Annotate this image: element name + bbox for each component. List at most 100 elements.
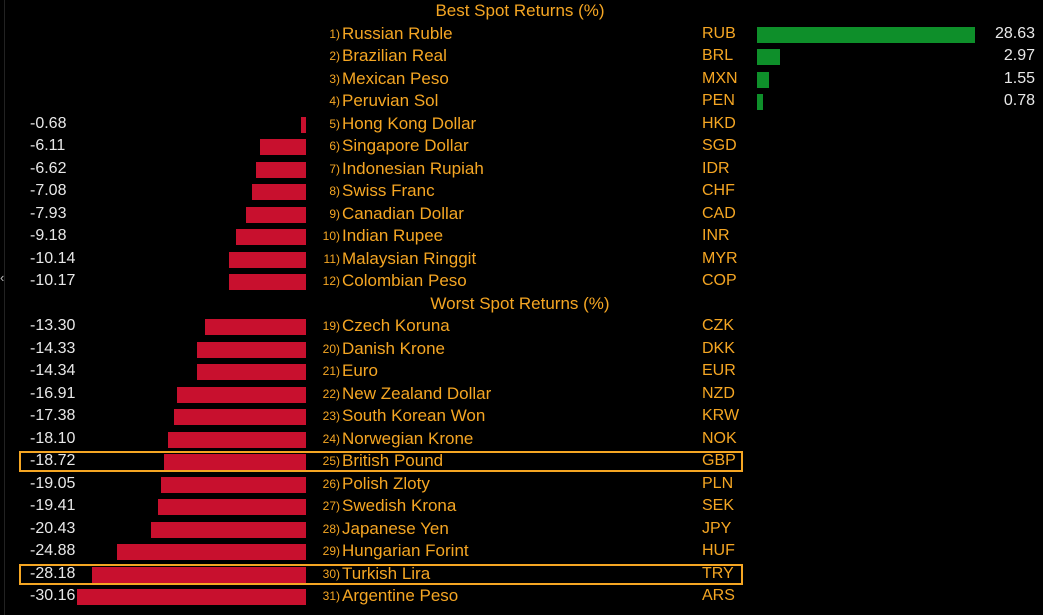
currency-row-myr[interactable]: 11) Malaysian Ringgit MYR -10.14	[0, 248, 1043, 270]
bar-chf	[252, 184, 306, 200]
currency-name: Hong Kong Dollar	[342, 113, 477, 133]
collapse-arrow-icon[interactable]: ‹	[0, 270, 5, 285]
currency-row-gbp[interactable]: 25) British Pound GBP -18.72	[0, 450, 1043, 472]
currency-name: Argentine Peso	[342, 586, 459, 605]
currency-row-brl[interactable]: 2) Brazilian Real BRL 2.97	[0, 45, 1043, 67]
currency-row-mxn[interactable]: 3) Mexican Peso MXN 1.55	[0, 68, 1043, 90]
bar-try	[91, 566, 306, 583]
data-label: -9.18	[30, 227, 67, 244]
data-label: -6.62	[30, 159, 67, 177]
currency-code: SGD	[702, 137, 737, 154]
currency-row-sek[interactable]: 27) Swedish Krona SEK -19.41	[0, 495, 1043, 517]
data-label: 2.97	[1003, 47, 1035, 64]
currency-row-rub[interactable]: 1) Russian Ruble RUB 28.63	[0, 23, 1043, 45]
currency-name: Norwegian Krone	[342, 428, 474, 448]
rank-label: 12)	[322, 274, 340, 288]
bar-inr	[236, 229, 306, 245]
currency-row-huf[interactable]: 29) Hungarian Forint HUF -24.88	[0, 540, 1043, 562]
currency-row-cad[interactable]: 9) Canadian Dollar CAD -7.93	[0, 203, 1043, 225]
currency-code: SEK	[702, 497, 735, 514]
currency-code: HKD	[702, 114, 736, 132]
currency-row-nok[interactable]: 24) Norwegian Krone NOK -18.10	[0, 428, 1043, 450]
currency-name: British Pound	[342, 451, 444, 470]
rank-label: 28)	[322, 521, 340, 536]
data-label: -6.11	[30, 137, 66, 154]
currency-code: TRY	[702, 564, 734, 582]
rank-label: 30)	[322, 566, 340, 581]
currency-name: Canadian Dollar	[342, 203, 464, 223]
bar-mxn	[757, 71, 769, 88]
data-label: -16.91	[30, 384, 76, 402]
bar-sek	[158, 499, 306, 515]
currency-name: Peruvian Sol	[342, 91, 439, 110]
currency-row-hkd[interactable]: 5) Hong Kong Dollar HKD -0.68	[0, 113, 1043, 135]
currency-row-nzd[interactable]: 22) New Zealand Dollar NZD -16.91	[0, 383, 1043, 405]
rank-label: 9)	[329, 206, 340, 221]
currency-row-try[interactable]: 30) Turkish Lira TRY -28.18	[0, 563, 1043, 585]
rank-label: 26)	[322, 476, 340, 491]
currency-row-idr[interactable]: 7) Indonesian Rupiah IDR -6.62	[0, 158, 1043, 180]
bar-sgd	[259, 139, 306, 155]
currency-row-pen[interactable]: 4) Peruvian Sol PEN 0.78	[0, 90, 1043, 112]
bar-pen	[757, 94, 763, 110]
data-label: -10.17	[30, 272, 76, 289]
currency-row-jpy[interactable]: 28) Japanese Yen JPY -20.43	[0, 518, 1043, 540]
currency-code: KRW	[702, 407, 740, 424]
data-label: -13.30	[30, 317, 76, 334]
bar-jpy	[150, 521, 306, 538]
currency-row-krw[interactable]: 23) South Korean Won KRW -17.38	[0, 405, 1043, 427]
currency-code: CAD	[702, 204, 736, 222]
rank-label: 1)	[329, 26, 340, 41]
currency-row-pln[interactable]: 26) Polish Zloty PLN -19.05	[0, 473, 1043, 495]
currency-name: Czech Koruna	[342, 316, 450, 335]
currency-row-cop[interactable]: 12) Colombian Peso COP -10.17	[0, 270, 1043, 292]
currency-name: Indonesian Rupiah	[342, 158, 484, 178]
currency-name: Indian Rupee	[342, 226, 444, 245]
data-label: -14.33	[30, 339, 76, 357]
bar-idr	[255, 161, 306, 178]
currency-row-dkk[interactable]: 20) Danish Krone DKK -14.33	[0, 338, 1043, 360]
currency-code: INR	[702, 227, 730, 244]
currency-name: Mexican Peso	[342, 68, 449, 88]
currency-row-ars[interactable]: 31) Argentine Peso ARS -30.16	[0, 585, 1043, 607]
currency-name: New Zealand Dollar	[342, 383, 492, 403]
currency-row-eur[interactable]: 21) Euro EUR -14.34	[0, 360, 1043, 382]
currency-code: HUF	[702, 542, 735, 559]
data-label: -17.38	[30, 407, 76, 424]
currency-name: Brazilian Real	[342, 46, 447, 65]
data-label: -0.68	[30, 114, 67, 132]
rank-label: 2)	[329, 49, 340, 63]
currency-row-inr[interactable]: 10) Indian Rupee INR -9.18	[0, 225, 1043, 247]
currency-row-czk[interactable]: 19) Czech Koruna CZK -13.30	[0, 315, 1043, 337]
bar-ars	[76, 589, 306, 605]
currency-name: Hungarian Forint	[342, 541, 469, 560]
currency-name: Swiss Franc	[342, 181, 435, 200]
rank-label: 23)	[322, 409, 340, 423]
currency-row-chf[interactable]: 8) Swiss Franc CHF -7.08	[0, 180, 1043, 202]
worst-section-title: Worst Spot Returns (%)	[430, 293, 610, 313]
data-label: -19.41	[30, 497, 76, 514]
rank-label: 24)	[322, 431, 340, 446]
currency-name: Japanese Yen	[342, 518, 449, 538]
bar-gbp	[163, 454, 306, 470]
bar-eur	[197, 364, 306, 380]
currency-row-sgd[interactable]: 6) Singapore Dollar SGD -6.11	[0, 135, 1043, 157]
rank-label: 7)	[329, 161, 340, 176]
currency-code: CZK	[702, 317, 734, 334]
bar-cad	[245, 206, 306, 223]
data-label: 0.78	[1003, 92, 1035, 109]
rank-label: 19)	[322, 319, 340, 333]
window-edge	[4, 0, 5, 615]
currency-code: COP	[702, 272, 737, 289]
data-label: -14.34	[30, 362, 76, 379]
currency-code: PLN	[702, 474, 734, 492]
bar-huf	[116, 544, 306, 560]
data-label: -18.72	[30, 452, 76, 469]
currency-code: IDR	[702, 159, 730, 177]
currency-code: DKK	[702, 339, 735, 357]
rank-label: 4)	[329, 94, 340, 108]
rank-label: 25)	[322, 454, 340, 468]
rank-label: 10)	[322, 229, 340, 243]
currency-name: South Korean Won	[342, 406, 486, 425]
